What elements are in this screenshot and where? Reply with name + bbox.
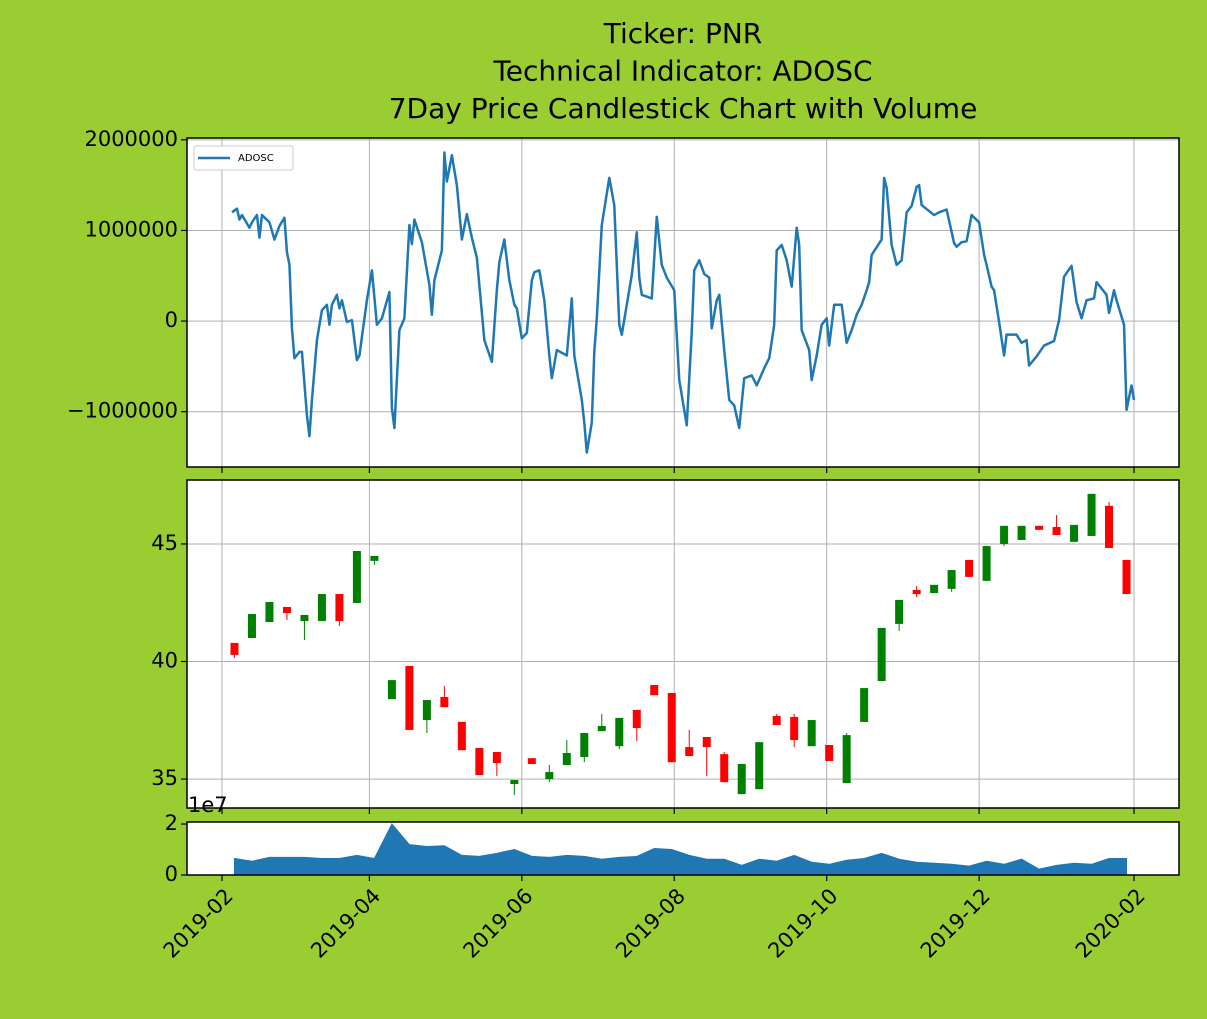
candle-body [930,584,939,594]
candle-body [1105,505,1114,548]
candle-body [300,614,309,622]
candle-body [545,772,554,780]
candle-body [422,700,431,721]
candle-body [405,665,414,730]
candle-body [370,555,379,561]
candle-body [702,736,711,748]
y-tick-label: 45 [151,531,178,555]
y-tick-label: 0 [165,862,178,886]
candle-body [877,627,886,682]
candle-body [982,546,991,581]
candle-body [912,590,921,595]
candle-body [667,693,676,763]
chart-title: Ticker: PNR [603,17,763,50]
candle-body [387,680,396,700]
plot-frame [186,137,1180,468]
candle-body [440,697,449,708]
candle-body [790,717,799,741]
plot-frame [186,821,1180,876]
candle-body [230,642,239,655]
candle-body [1000,525,1009,544]
candle-body [317,594,326,622]
y-tick-label: 2 [165,811,178,835]
candle-body [755,742,764,790]
candle-body [510,780,519,785]
candle-body [860,688,869,722]
candle-body [947,570,956,589]
plot-frame [186,479,1180,809]
candle-body [527,758,536,765]
y-tick-label: −1000000 [67,399,178,423]
y-tick-label: 40 [151,649,178,673]
candle-body [1017,525,1026,540]
candle-body [597,725,606,732]
candle-body [772,716,781,726]
candle-body [842,735,851,784]
candle-body [1052,527,1061,536]
candle-body [825,744,834,761]
candle-body [580,732,589,757]
candle-body [615,717,624,747]
candle-body [1035,525,1044,530]
legend-box [193,145,294,171]
chart-title: Technical Indicator: ADOSC [492,55,872,88]
candle-body [720,754,729,783]
plot-area [187,138,1179,467]
candle-body [965,559,974,577]
legend-label: ADOSC [238,153,274,164]
candle-body [475,748,484,776]
candle-body [265,602,274,623]
plot-area [187,480,1179,808]
indicator-line [231,151,1136,454]
y-tick-label: 1000000 [84,217,178,241]
candle-body [562,752,571,765]
volume-area [233,823,1128,876]
candle-body [335,594,344,622]
candle-body [1070,524,1079,542]
y-tick-label: 35 [151,766,178,790]
candle-body [1087,493,1096,536]
y-tick-label: 0 [165,308,178,332]
candle-body [895,599,904,624]
candle-body [282,606,291,614]
candle-body [492,752,501,764]
candle-body [247,614,256,639]
candle-body [457,721,466,751]
candle-body [1122,559,1131,595]
candle-body [632,709,641,729]
candle-body [352,551,361,603]
chart-title: 7Day Price Candlestick Chart with Volume [389,92,978,125]
candle-body [807,720,816,747]
y-offset-label: 1e7 [188,793,228,817]
candle-body [685,747,694,757]
candle-body [737,764,746,795]
candle-body [650,685,659,696]
y-tick-label: 2000000 [84,127,178,151]
